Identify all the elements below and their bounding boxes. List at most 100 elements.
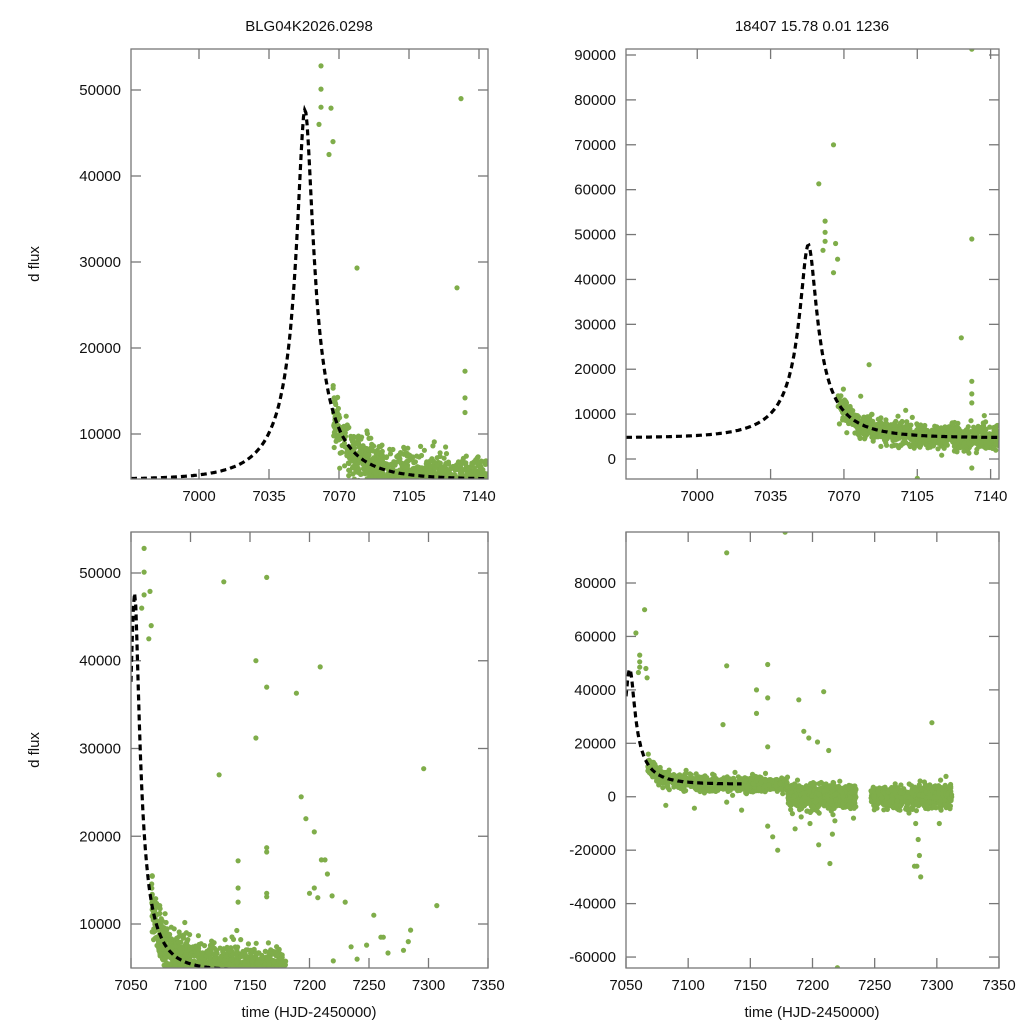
data-point [232,970,237,975]
data-point [283,969,288,974]
data-point [211,976,216,981]
data-point [199,968,204,973]
data-point [249,968,254,973]
y-tick-label: 40000 [79,168,121,185]
data-point [210,978,215,983]
data-point [838,393,843,398]
y-tick-label: 0 [608,451,616,468]
data-point [435,483,440,488]
data-point [354,441,359,446]
data-point [226,971,231,976]
data-point [336,432,341,437]
outlier-point [142,592,147,597]
data-point [703,782,708,787]
data-point [236,969,241,974]
data-point [840,794,845,799]
data-point [266,940,271,945]
data-point [169,925,174,930]
data-point [182,970,187,975]
data-point [219,980,224,985]
data-point [732,770,737,775]
data-point [268,968,273,973]
data-point [193,969,198,974]
data-point [821,799,826,804]
data-point [346,460,351,465]
data-point [417,479,422,484]
outlier-point [401,948,406,953]
outlier-point [454,285,459,290]
data-point [208,973,213,978]
data-point [702,773,707,778]
data-point [268,988,273,993]
data-point [382,490,387,495]
outlier-point [217,772,222,777]
data-point [456,486,461,491]
data-point [807,800,812,805]
data-point [183,969,188,974]
data-point [451,483,456,488]
data-point [228,984,233,989]
x-tick-label: 7105 [392,488,425,505]
data-point [433,482,438,487]
data-point [962,441,967,446]
data-point [791,794,796,799]
data-point [223,977,228,982]
y-tick-label: 30000 [79,254,121,271]
data-point [206,972,211,977]
outlier-point [969,465,974,470]
data-point [383,475,388,480]
data-point [270,972,275,977]
data-point [255,971,260,976]
outlier-point [236,858,241,863]
data-point [435,482,440,487]
data-point [446,479,451,484]
x-tick-label: 7150 [233,977,266,994]
outlier-point [149,623,154,628]
data-point [814,798,819,803]
data-point [425,479,430,484]
data-point [367,482,372,487]
data-point [212,940,217,945]
data-point [261,968,266,973]
data-point [224,992,229,997]
data-point [153,935,158,940]
data-point [255,971,260,976]
data-point [434,503,439,508]
data-point [417,465,422,470]
data-point [196,933,201,938]
data-point [352,466,357,471]
data-point [387,480,392,485]
data-point [448,488,453,493]
data-point [382,500,387,505]
data-point [249,959,254,964]
outlier-point [458,96,463,101]
data-points [816,47,1001,481]
data-point [427,494,432,499]
data-point [213,982,218,987]
data-point [442,484,447,489]
data-point [448,484,453,489]
data-point [331,386,336,391]
data-point [221,973,226,978]
data-point [646,752,651,757]
data-point [202,943,207,948]
outlier-point [959,335,964,340]
data-point [198,971,203,976]
data-point [455,486,460,491]
data-point [439,486,444,491]
data-point [200,971,205,976]
data-point [223,978,228,983]
data-point [831,780,836,785]
data-point [444,483,449,488]
data-point [185,970,190,975]
data-point [368,482,373,487]
data-point [173,968,178,973]
data-point [450,496,455,501]
data-point [903,408,908,413]
outlier-point [462,369,467,374]
data-point [908,444,913,449]
data-point [174,970,179,975]
data-point [195,971,200,976]
